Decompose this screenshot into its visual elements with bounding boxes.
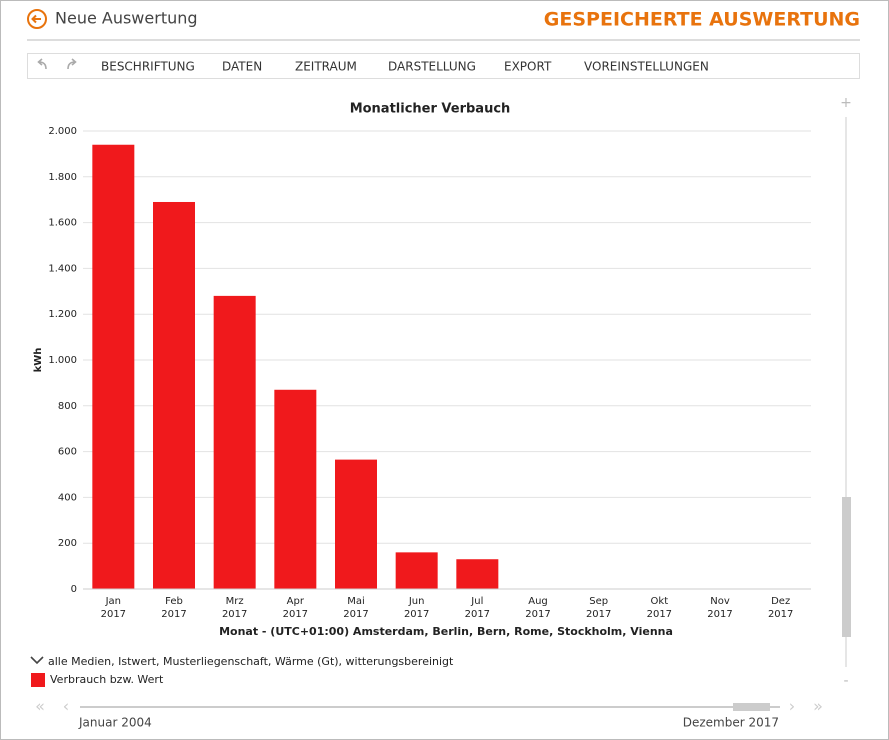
prev[interactable]: ‹ [63, 697, 69, 716]
next[interactable]: › [789, 697, 795, 716]
y-tick-label: 0 [71, 584, 77, 595]
menu-item[interactable]: DATEN [222, 60, 262, 74]
bar [92, 144, 135, 590]
x-tick-label: Sep 2017 [586, 596, 611, 620]
x-tick-label: Jan 2017 [101, 596, 126, 620]
x-tick-label: Jun 2017 [404, 596, 429, 620]
back-button[interactable]: Neue Auswertung [27, 9, 198, 29]
y-tick-label: 200 [58, 538, 77, 549]
zoom-out[interactable]: - [843, 673, 848, 689]
x-tick-label: Jul 2017 [465, 596, 490, 620]
legend-label: Verbrauch bzw. Wert [50, 673, 164, 686]
y-tick-label: 2.000 [48, 126, 77, 137]
legend-swatch [31, 673, 45, 687]
y-axis-label: kWh [33, 348, 44, 373]
scroll-thumb[interactable] [842, 497, 851, 637]
menu-item[interactable]: BESCHRIFTUNG [101, 60, 195, 74]
redo[interactable] [67, 58, 77, 70]
x-tick-label: Apr 2017 [283, 596, 308, 620]
x-axis-label: Monat - (UTC+01:00) Amsterdam, Berlin, B… [219, 625, 673, 638]
bar [213, 295, 256, 589]
menu-item[interactable]: DARSTELLUNG [388, 60, 476, 74]
y-tick-label: 800 [58, 401, 77, 412]
first[interactable]: « [35, 697, 45, 716]
toolbar [27, 53, 860, 79]
chart-title: Monatlicher Verbauch [350, 102, 511, 117]
x-tick-label: Nov 2017 [707, 596, 732, 620]
x-tick-label: Dez 2017 [768, 596, 793, 620]
back-icon [27, 9, 47, 29]
y-tick-label: 400 [58, 492, 77, 503]
x-tick-label: Mrz 2017 [222, 596, 247, 620]
bar [274, 389, 317, 589]
range-start: Januar 2004 [78, 716, 152, 730]
x-tick-label: Aug 2017 [525, 596, 550, 620]
menu-item[interactable]: EXPORT [504, 60, 552, 74]
range-thumb[interactable] [733, 703, 770, 711]
back-label[interactable]: Neue Auswertung [55, 9, 198, 28]
last[interactable]: » [813, 697, 823, 716]
x-tick-label: Feb 2017 [161, 596, 186, 620]
menu-item[interactable]: VOREINSTELLUNGEN [584, 60, 709, 74]
x-tick-label: Mai 2017 [343, 596, 368, 620]
bar [153, 201, 195, 590]
back-arrow [31, 14, 41, 24]
page-title: GESPEICHERTE AUSWERTUNG [544, 9, 860, 31]
filter-label: alle Medien, Istwert, Musterliegenschaft… [48, 655, 454, 668]
chevron[interactable] [30, 656, 44, 665]
zoom-in[interactable]: + [840, 95, 852, 111]
y-tick-label: 1.400 [48, 263, 77, 274]
y-tick-label: 1.000 [48, 355, 77, 366]
range-end: Dezember 2017 [683, 716, 779, 730]
bar [456, 559, 499, 589]
bar [395, 552, 438, 589]
y-tick-label: 600 [58, 447, 77, 458]
y-tick-label: 1.200 [48, 309, 77, 320]
menu-item[interactable]: ZEITRAUM [295, 60, 357, 74]
y-tick-label: 1.600 [48, 218, 77, 229]
x-tick-label: Okt 2017 [647, 596, 672, 620]
undo[interactable] [37, 58, 47, 70]
bar [335, 459, 377, 589]
y-tick-label: 1.800 [48, 172, 77, 183]
